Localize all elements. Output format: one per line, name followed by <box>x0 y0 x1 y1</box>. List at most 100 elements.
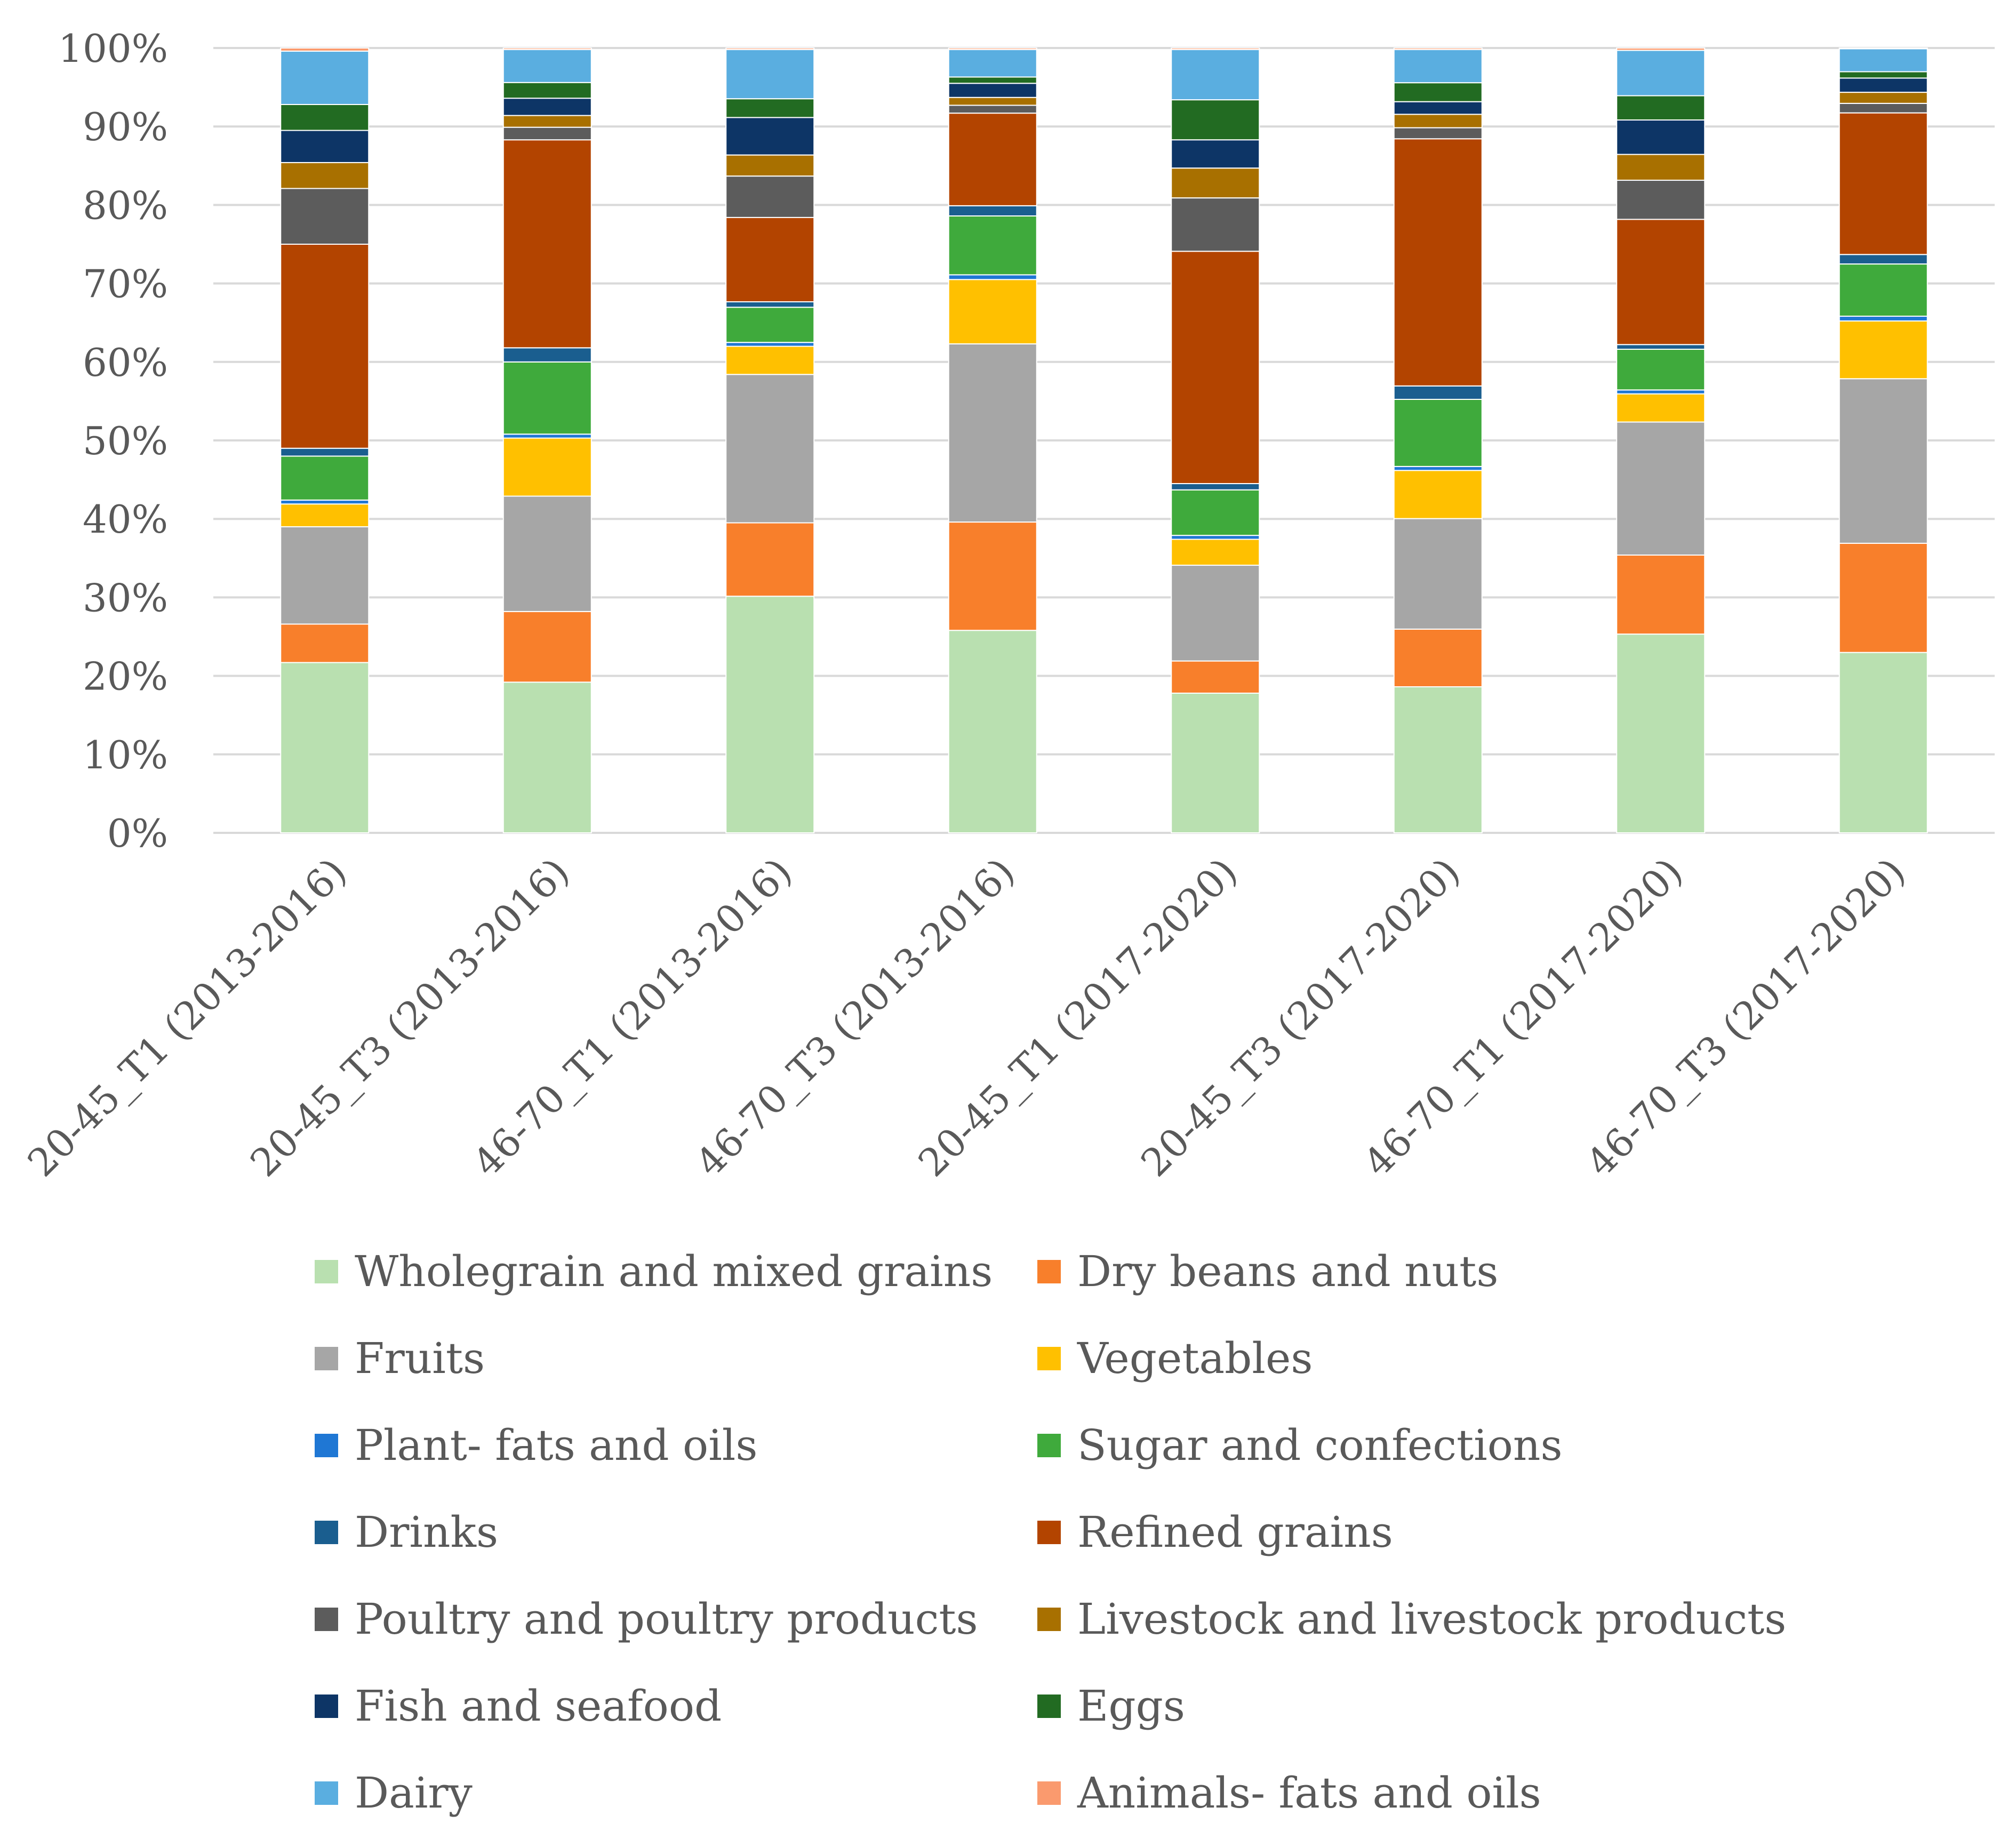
bar-segment <box>280 455 370 501</box>
legend-swatch <box>315 1695 338 1718</box>
bar-segment <box>1393 465 1483 471</box>
x-axis-ticks: 20-45_T1 (2013-2016)20-45_T3 (2013-2016)… <box>19 849 1914 1185</box>
bar-segment <box>502 611 592 683</box>
bar-segment <box>502 139 592 349</box>
bar-segment <box>502 433 592 439</box>
bar-segment <box>1393 114 1483 129</box>
legend-swatch <box>1037 1434 1061 1457</box>
bar-segment <box>948 47 1037 50</box>
bar-segment <box>1171 99 1260 141</box>
legend-item: Animals- fats and oils <box>1037 1768 1541 1818</box>
bar-segment <box>1393 398 1483 467</box>
bar-segment <box>1616 119 1706 155</box>
y-tick-label: 0% <box>107 811 168 856</box>
bar-stack <box>502 47 592 833</box>
y-tick-label: 70% <box>83 262 168 307</box>
bar-segment <box>280 162 370 189</box>
legend-swatch <box>315 1260 338 1283</box>
bar-segment <box>1838 102 1928 114</box>
bar-segment <box>502 361 592 435</box>
bar-segment <box>502 115 592 128</box>
legend-label: Fish and seafood <box>355 1681 722 1731</box>
y-tick-label: 50% <box>83 419 168 463</box>
bar-segment <box>1171 660 1260 694</box>
bar-stack <box>1171 47 1260 833</box>
legend-label: Dairy <box>355 1768 473 1818</box>
bar-segment <box>1171 535 1260 540</box>
bar-segment <box>1393 82 1483 102</box>
bar-segment <box>1171 692 1260 833</box>
legend-swatch <box>315 1434 338 1457</box>
bar-stack <box>725 47 815 834</box>
bar-segment <box>1393 470 1483 519</box>
bar-segment <box>725 175 815 218</box>
bar-segment <box>725 216 815 303</box>
bar-segment <box>1171 197 1260 252</box>
bar-segment <box>948 83 1037 98</box>
bar-segment <box>1393 518 1483 630</box>
bar-segment <box>1393 385 1483 400</box>
legend-swatch <box>315 1608 338 1631</box>
bar-segment <box>502 347 592 363</box>
bar-segment <box>280 503 370 527</box>
bar-segment <box>1171 539 1260 566</box>
bar-segment <box>1171 47 1260 50</box>
bar-segment <box>1838 71 1928 79</box>
bar-segment <box>502 681 592 833</box>
bar-segment <box>1171 489 1260 536</box>
legend-label: Vegetables <box>1077 1334 1313 1383</box>
y-axis-ticks: 0% 10% 20% 30% 40% 50% 60% 70% 80% 90% 100% <box>58 26 168 856</box>
bar-segment <box>725 522 815 597</box>
bar-segment <box>948 76 1037 84</box>
bar-segment <box>280 188 370 245</box>
bar-segment <box>280 447 370 457</box>
bar-stack <box>280 47 370 834</box>
bar-segment <box>1393 47 1483 50</box>
bar-segment <box>280 103 370 131</box>
legend-label: Eggs <box>1077 1681 1185 1731</box>
bar-segment <box>1616 633 1706 834</box>
bar-segment <box>1838 320 1928 380</box>
bar-segment <box>1393 49 1483 84</box>
bar-segment <box>1616 344 1706 350</box>
bar-segment <box>280 662 370 834</box>
bar-segment <box>1616 555 1706 635</box>
legend-item: Sugar and confections <box>1037 1420 1563 1470</box>
bar-segment <box>725 596 815 834</box>
legend-item: Wholegrain and mixed grains <box>315 1247 993 1296</box>
bar-segment <box>1616 50 1706 97</box>
bar-segment <box>725 301 815 308</box>
bar-segment <box>948 274 1037 280</box>
bar-segment <box>1616 180 1706 220</box>
bar-segment <box>1616 393 1706 423</box>
bar-segment <box>948 630 1037 833</box>
bar-stack <box>948 47 1037 833</box>
bar-segment <box>1171 139 1260 169</box>
bar-segment <box>948 343 1037 523</box>
legend-swatch <box>315 1347 338 1370</box>
legend-label: Plant- fats and oils <box>355 1420 757 1470</box>
legend-item: Eggs <box>1037 1681 1185 1731</box>
y-tick-label: 10% <box>83 733 168 777</box>
bar-segment <box>1171 167 1260 199</box>
bar-segment <box>1838 316 1928 322</box>
legend-label: Wholegrain and mixed grains <box>355 1247 993 1296</box>
bar-segment <box>725 49 815 100</box>
bar-segment <box>280 526 370 625</box>
legend-item: Fish and seafood <box>315 1681 722 1731</box>
bar-segment <box>1838 77 1928 93</box>
bar-segment <box>725 374 815 524</box>
bar-segment <box>1171 251 1260 484</box>
bar-segment <box>1393 686 1483 834</box>
bar-segment <box>1838 652 1928 833</box>
bar-segment <box>725 346 815 375</box>
legend-item: Dairy <box>315 1768 473 1818</box>
bar-segment <box>1393 138 1483 387</box>
bar-segment <box>280 623 370 663</box>
bar-segment <box>725 98 815 118</box>
legend-item: Livestock and livestock products <box>1037 1594 1786 1644</box>
bar-segment <box>280 130 370 163</box>
bar-segment <box>1393 127 1483 140</box>
bar-segment <box>502 126 592 141</box>
legend-label: Livestock and livestock products <box>1077 1594 1786 1644</box>
